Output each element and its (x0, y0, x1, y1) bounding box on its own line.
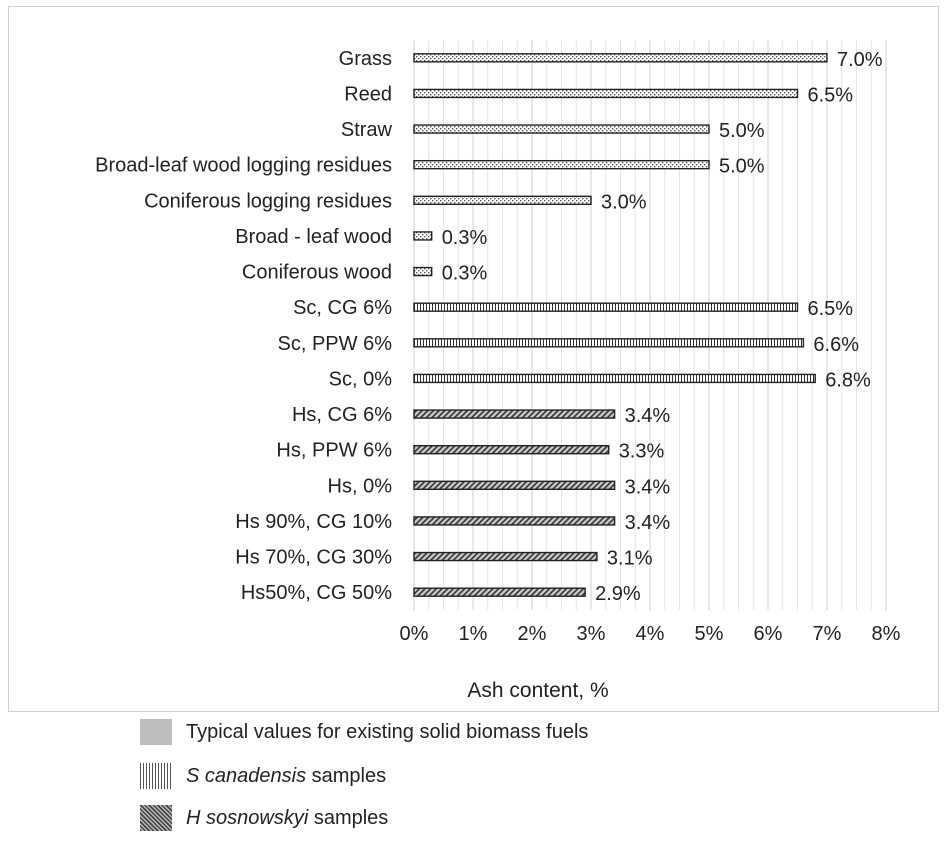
x-tick-label: 2% (518, 623, 547, 645)
data-label: 3.3% (619, 441, 665, 463)
bar (413, 516, 616, 526)
x-tick-label: 8% (872, 623, 901, 645)
data-label: 2.9% (595, 583, 641, 605)
data-label: 3.4% (625, 512, 671, 534)
category-label: Hs50%, CG 50% (241, 582, 392, 604)
data-label: 6.5% (808, 84, 854, 106)
x-axis-title: Ash content, % (467, 679, 608, 702)
category-label: Hs, 0% (328, 475, 393, 497)
legend-label-sc: S canadensis samples (186, 764, 387, 787)
bar (413, 302, 799, 312)
data-label: 0.3% (442, 227, 488, 249)
bar (413, 124, 710, 134)
value-labels: 7.0% 6.5% 5.0% 5.0% 3.0% 0.3% 0.3% 6.5% 6.6% 6.8%… (442, 49, 883, 605)
legend-label-typical: Typical values for existing solid biomas… (186, 720, 589, 743)
bar (413, 53, 828, 63)
data-label: 0.3% (442, 263, 488, 285)
category-label: Grass (339, 48, 392, 70)
bar (413, 587, 586, 597)
x-tick-label: 0% (400, 623, 429, 645)
bars (413, 53, 828, 597)
data-label: 3.4% (625, 476, 671, 498)
legend-item-sc: S canadensis samples (140, 762, 840, 790)
bar (413, 480, 616, 491)
category-label: Hs 90%, CG 10% (235, 511, 392, 533)
bar (413, 409, 616, 419)
data-label: 6.5% (808, 298, 854, 320)
category-label: Coniferous wood (242, 262, 392, 284)
x-tick-label: 3% (577, 623, 606, 645)
category-label: Broad - leaf wood (235, 226, 392, 248)
category-label: Coniferous logging residues (144, 190, 392, 212)
legend-item-hs: H sosnowskyi samples (140, 804, 840, 832)
bar (413, 551, 598, 562)
bar (413, 88, 799, 99)
x-tick-label: 4% (636, 623, 665, 645)
data-label: 6.6% (813, 334, 859, 356)
x-tick-label: 6% (754, 623, 783, 645)
x-tick-label: 5% (695, 623, 724, 645)
legend-swatch-sc (140, 763, 172, 789)
bar (413, 159, 710, 170)
x-tick-label: 7% (813, 623, 842, 645)
category-label: Sc, CG 6% (293, 297, 392, 319)
legend-item-typical: Typical values for existing solid biomas… (140, 718, 840, 746)
category-label: Sc, 0% (329, 368, 393, 390)
data-label: 3.0% (601, 191, 647, 213)
x-tick-labels: 0% 1% 2% 3% 4% 5% 6% 7% 8% (400, 623, 901, 645)
category-label: Hs 70%, CG 30% (235, 547, 392, 569)
bar (413, 338, 805, 348)
gridlines (413, 40, 887, 610)
legend-swatch-hs (140, 805, 172, 831)
data-label: 6.8% (825, 369, 871, 391)
bar (413, 444, 610, 455)
category-label: Straw (341, 119, 393, 141)
category-label: Hs, CG 6% (292, 404, 392, 426)
category-label: Broad-leaf wood logging residues (95, 155, 392, 177)
legend-label-hs: H sosnowskyi samples (186, 806, 389, 829)
bar-chart: Grass Reed Straw Broad-leaf wood logging re… (95, 40, 901, 702)
category-label: Reed (344, 83, 392, 105)
bar (413, 231, 433, 241)
data-label: 3.1% (607, 548, 653, 570)
bar (413, 195, 592, 206)
bar (413, 266, 433, 277)
data-label: 5.0% (719, 120, 765, 142)
category-label: Hs, PPW 6% (276, 440, 392, 462)
legend-swatch-typical (140, 719, 172, 745)
bar (413, 373, 816, 384)
x-tick-label: 1% (459, 623, 488, 645)
data-label: 7.0% (837, 49, 883, 71)
category-label: Sc, PPW 6% (278, 333, 393, 355)
data-label: 3.4% (625, 405, 671, 427)
data-label: 5.0% (719, 156, 765, 178)
category-labels: Grass Reed Straw Broad-leaf wood logging re… (95, 48, 392, 604)
